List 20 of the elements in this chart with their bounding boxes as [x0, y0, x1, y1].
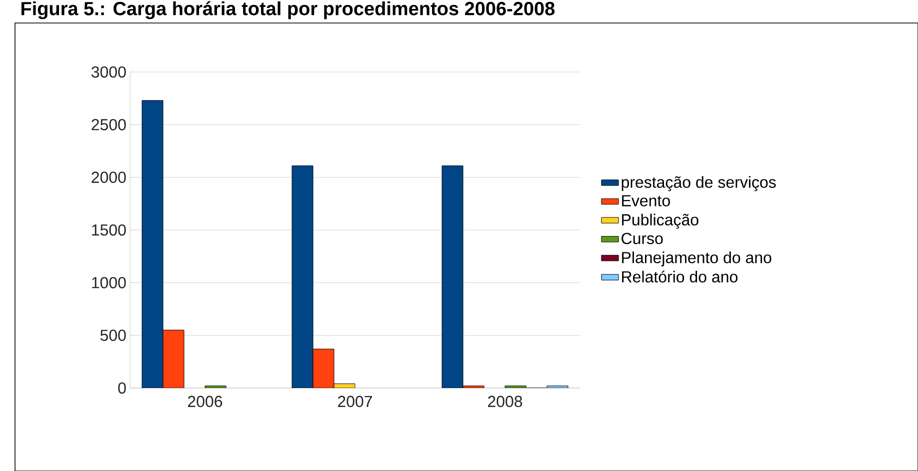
x-tick-label: 2008 [488, 396, 522, 408]
y-tick-label: 2000 [92, 172, 126, 183]
y-tick-label: 1000 [92, 277, 126, 288]
bar [292, 165, 314, 388]
x-tick-label: 2007 [338, 396, 372, 408]
y-tick-label: 2500 [92, 119, 126, 130]
y-tick-label: 0 [118, 382, 126, 394]
y-tick-label: 500 [100, 330, 126, 341]
x-tick-label: 2006 [188, 396, 222, 408]
chart-title: Figura 5.: Carga horária total por procedimentos 2006-2008 [21, 1, 555, 20]
legend-label: Relatório do ano [622, 270, 738, 283]
legend-label: Planejamento do ano [622, 251, 772, 266]
legend-label: prestação de serviços [622, 176, 776, 192]
legend-label: Curso [622, 232, 663, 244]
y-tick-label: 1500 [92, 224, 126, 236]
bar [142, 100, 164, 388]
legend-label: Publicação [622, 214, 698, 229]
legend-label: Evento [622, 195, 670, 206]
bar [442, 165, 464, 388]
y-tick-label: 3000 [91, 66, 126, 78]
